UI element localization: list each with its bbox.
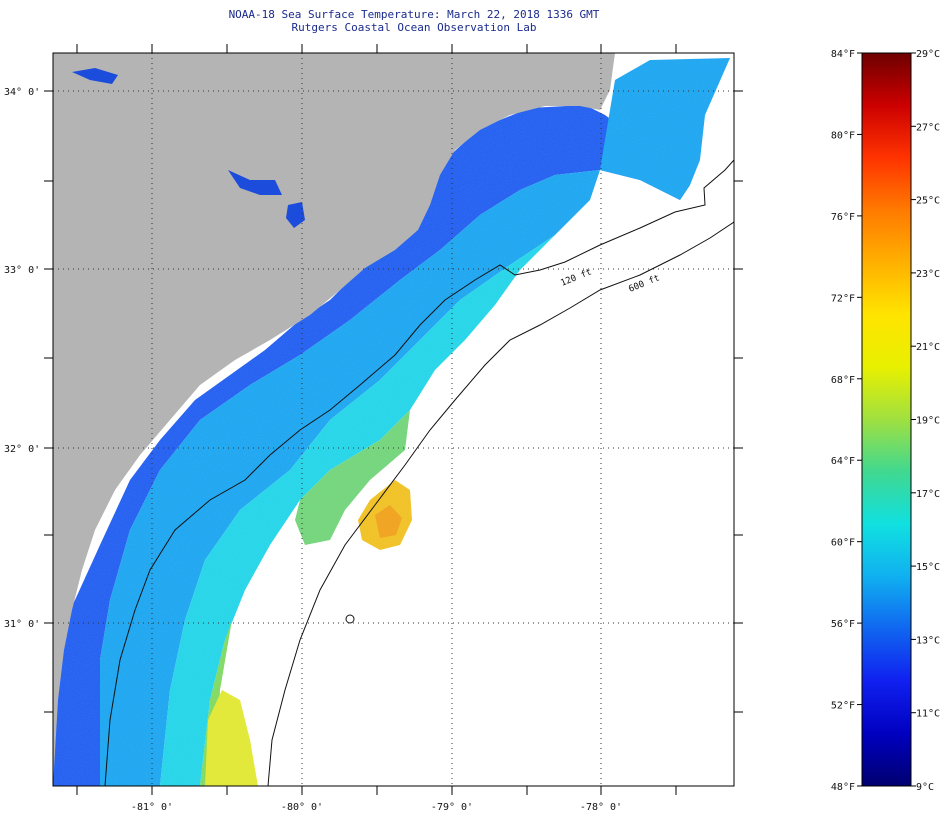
map-subtitle: Rutgers Coastal Ocean Observation Lab bbox=[291, 21, 537, 34]
inland-water-nw bbox=[72, 68, 118, 84]
colorbar-label-c: 27°C bbox=[916, 122, 940, 133]
lat-label-31: 31° 0' bbox=[4, 619, 40, 630]
colorbar-label-f: 84°F bbox=[831, 49, 855, 60]
lake-marion bbox=[228, 170, 282, 195]
lat-label-34: 34° 0' bbox=[4, 87, 40, 98]
map-area bbox=[53, 53, 734, 786]
map-frame bbox=[52, 52, 735, 787]
lon-label-81: -81° 0' bbox=[131, 802, 173, 813]
land-mass bbox=[53, 53, 615, 786]
colorbar-label-f: 72°F bbox=[831, 293, 855, 304]
contour-seamount bbox=[345, 614, 355, 624]
lat-label-33: 33° 0' bbox=[4, 265, 40, 276]
colorbar-label-c: 19°C bbox=[916, 416, 940, 427]
graticule bbox=[53, 53, 734, 786]
colorbar-label-f: 56°F bbox=[831, 619, 855, 630]
colorbar-label-f: 68°F bbox=[831, 375, 855, 386]
colorbar-label-c: 25°C bbox=[916, 196, 940, 207]
colorbar-label-f: 64°F bbox=[831, 456, 855, 467]
colorbar-labels-celsius: 29°C 27°C 25°C 23°C 21°C 19°C 17°C 15°C 13°C 11°C… bbox=[916, 49, 940, 793]
colorbar-label-c: 13°C bbox=[916, 635, 940, 646]
map-title: NOAA-18 Sea Surface Temperature: March 2… bbox=[228, 8, 600, 21]
colorbar-label-f: 52°F bbox=[831, 701, 855, 712]
contour-120ft bbox=[104, 159, 734, 786]
colorbar-label-f: 48°F bbox=[831, 782, 855, 793]
lat-label-32: 32° 0' bbox=[4, 444, 40, 455]
colorbar-label-f: 60°F bbox=[831, 538, 855, 549]
colorbar bbox=[861, 52, 912, 787]
colorbar-label-c: 11°C bbox=[916, 709, 940, 720]
lon-label-79: -79° 0' bbox=[431, 802, 473, 813]
colorbar-label-c: 17°C bbox=[916, 489, 940, 500]
colorbar-label-f: 80°F bbox=[831, 130, 855, 141]
colorbar-label-c: 21°C bbox=[916, 342, 940, 353]
colorbar-label-c: 15°C bbox=[916, 562, 940, 573]
colorbar-label-c: 9°C bbox=[916, 782, 934, 793]
lake-moultrie bbox=[286, 202, 305, 228]
lon-label-78: -78° 0' bbox=[580, 802, 622, 813]
colorbar-label-c: 23°C bbox=[916, 269, 940, 280]
colorbar-ticks bbox=[857, 52, 916, 787]
colorbar-labels-fahrenheit: 84°F 80°F 76°F 72°F 68°F 64°F 60°F 56°F 52°F 48°F bbox=[831, 49, 855, 793]
lon-label-80: -80° 0' bbox=[281, 802, 323, 813]
map-ticks bbox=[44, 44, 743, 795]
contour-600ft bbox=[267, 221, 734, 786]
colorbar-label-c: 29°C bbox=[916, 49, 940, 60]
colorbar-label-f: 76°F bbox=[831, 212, 855, 223]
